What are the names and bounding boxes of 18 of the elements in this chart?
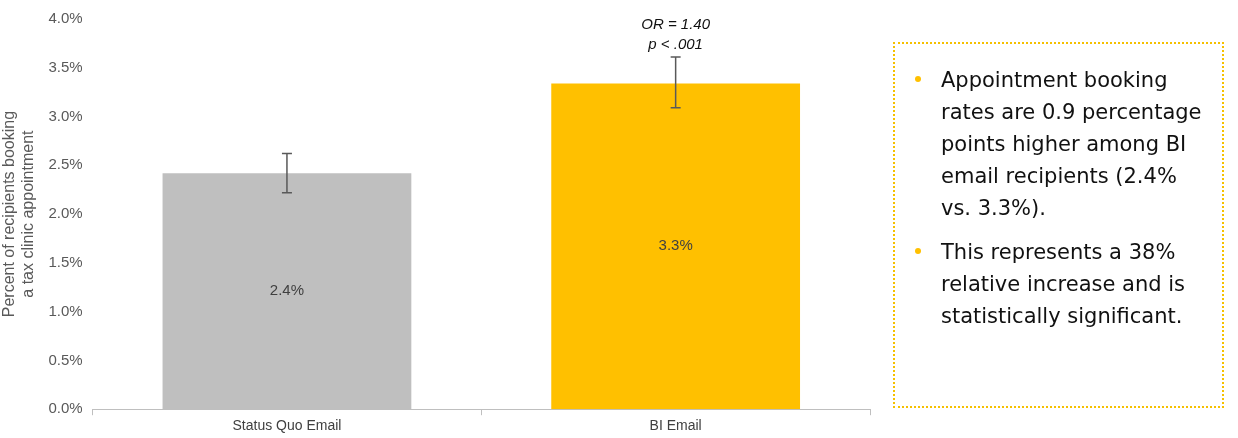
x-tick-label: BI Email xyxy=(649,417,702,434)
y-tick-label: 1.0% xyxy=(48,301,83,319)
y-axis-title: Percent of recipients booking a tax clinic appointment xyxy=(0,110,37,318)
data-label: 2.4% xyxy=(269,281,305,299)
annotation: OR = 1.40 xyxy=(641,15,711,33)
x-tick-label: Status Quo Email xyxy=(232,417,342,434)
annotation: p < .001 xyxy=(647,35,703,53)
y-tick-label: 2.0% xyxy=(48,204,83,222)
y-tick-label: 1.5% xyxy=(48,253,83,271)
y-tick-label: 0.5% xyxy=(48,350,83,368)
y-tick-label: 3.0% xyxy=(48,106,83,124)
y-tick-label: 4.0% xyxy=(48,9,83,27)
y-tick-label: 3.5% xyxy=(48,57,83,75)
text: This represents a 38% relative increase and is statistically significant. xyxy=(940,239,1187,330)
y-tick-label: 0.0% xyxy=(48,399,83,417)
text: Appointment booking rates are 0.9 percentage points higher among BI email recipients (2.4% vs. 3.3%). xyxy=(940,67,1203,222)
data-label: 3.3% xyxy=(658,236,693,254)
y-tick-label: 2.5% xyxy=(48,155,83,173)
